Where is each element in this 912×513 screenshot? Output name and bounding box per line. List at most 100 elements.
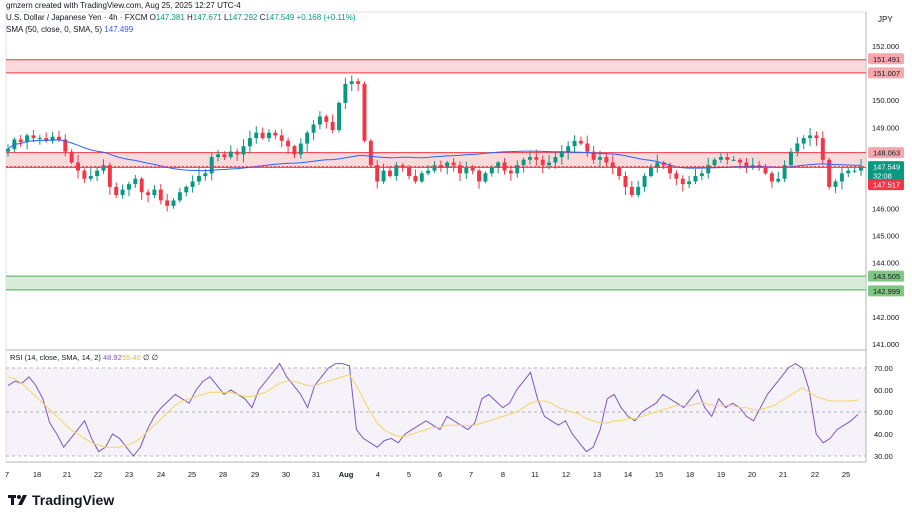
candle-45 xyxy=(292,146,297,155)
change-value: +0.168 (+0.11%) xyxy=(296,13,356,22)
candle-112 xyxy=(718,157,723,160)
price-tick-label: 145.000 xyxy=(872,232,899,241)
price-mark-label-6: 143.505 xyxy=(873,272,900,281)
candle-17 xyxy=(114,186,119,195)
candle-131 xyxy=(839,173,844,182)
rsi-extra: ∅ ∅ xyxy=(143,353,159,362)
candle-61 xyxy=(394,165,399,177)
resistance-zone-1 xyxy=(6,152,866,168)
time-tick-label: 18 xyxy=(33,470,41,479)
candle-70 xyxy=(451,162,456,166)
candle-24 xyxy=(158,189,163,201)
price-mark-countdown-4 xyxy=(868,170,904,182)
candle-82 xyxy=(528,157,532,160)
rsi-tick-label: 70.00 xyxy=(874,364,893,373)
candle-53 xyxy=(343,83,348,103)
candle-125 xyxy=(801,138,806,144)
candle-37 xyxy=(241,146,246,155)
candle-4 xyxy=(31,135,36,139)
candle-106 xyxy=(680,178,685,185)
candle-29 xyxy=(190,181,195,187)
high-value: 147.671 xyxy=(192,13,222,22)
low-value: 147.292 xyxy=(228,13,258,22)
candle-67 xyxy=(432,165,437,171)
rsi-tick-label: 40.00 xyxy=(874,430,893,439)
rsi-ma-value: 55.40 xyxy=(122,353,141,362)
time-tick-label: 25 xyxy=(842,470,850,479)
open-value: 147.381 xyxy=(155,13,185,22)
price-tick-label: 149.000 xyxy=(872,123,899,132)
sma-line xyxy=(7,139,861,172)
candle-86 xyxy=(553,157,558,163)
tradingview-logo: TradingView xyxy=(8,492,114,508)
time-tick-label: 13 xyxy=(593,470,601,479)
candle-28 xyxy=(184,186,189,193)
close-label: C xyxy=(259,13,266,22)
candle-130 xyxy=(833,181,838,187)
candle-114 xyxy=(731,159,736,161)
candle-49 xyxy=(317,116,322,125)
time-tick-label: 21 xyxy=(63,470,71,479)
candle-13 xyxy=(88,176,93,179)
brand-name: TradingView xyxy=(32,492,115,508)
price-mark-label-1: 151.007 xyxy=(873,69,900,78)
candle-9 xyxy=(63,139,68,152)
price-tick-label: 141.000 xyxy=(872,340,899,349)
candle-60 xyxy=(387,170,392,177)
candle-0 xyxy=(6,148,10,152)
candle-98 xyxy=(629,186,634,195)
time-tick-label: Aug xyxy=(339,470,354,479)
candle-16 xyxy=(107,165,112,187)
candle-115 xyxy=(738,159,743,163)
time-tick-label: 22 xyxy=(811,470,819,479)
price-tick-label: 146.000 xyxy=(872,205,899,214)
price-mark-resistance-2 xyxy=(868,147,904,159)
candle-21 xyxy=(139,178,144,193)
candle-10 xyxy=(69,151,74,163)
candle-48 xyxy=(311,124,316,133)
price-mark-support-6 xyxy=(868,270,904,282)
price-mark-resistance-1 xyxy=(868,67,904,79)
candle-83 xyxy=(534,157,539,160)
time-tick-label: 7 xyxy=(5,470,9,479)
low-label: L xyxy=(223,13,229,22)
rsi-tick-label: 50.00 xyxy=(874,408,893,417)
candle-76 xyxy=(489,167,494,174)
tradingview-logo-icon xyxy=(8,495,27,505)
candle-102 xyxy=(655,162,660,168)
candle-93 xyxy=(598,157,602,160)
time-tick-label: 21 xyxy=(779,470,787,479)
candle-126 xyxy=(808,135,813,139)
candle-129 xyxy=(827,159,832,187)
candle-71 xyxy=(457,165,462,174)
candle-74 xyxy=(477,170,482,182)
candle-7 xyxy=(50,136,55,141)
time-tick-label: 5 xyxy=(407,470,411,479)
candle-79 xyxy=(508,170,513,174)
candle-92 xyxy=(591,151,596,160)
candle-87 xyxy=(559,151,564,158)
close-value: 147.549 xyxy=(265,13,295,22)
candle-46 xyxy=(298,143,303,155)
sma-legend[interactable]: SMA (50, close, 0, SMA, 5) 147.499 xyxy=(6,25,133,34)
candle-73 xyxy=(470,167,475,171)
candle-84 xyxy=(540,159,545,166)
candle-14 xyxy=(95,170,100,177)
candle-36 xyxy=(235,151,240,155)
time-tick-label: 20 xyxy=(748,470,756,479)
price-tick-label: 144.000 xyxy=(872,259,899,268)
candle-30 xyxy=(196,176,201,182)
price-tick-label: 150.000 xyxy=(872,96,899,105)
candle-75 xyxy=(483,173,488,182)
candle-27 xyxy=(177,192,182,201)
rsi-line xyxy=(7,362,859,457)
candle-101 xyxy=(648,167,653,177)
support-zone-2 xyxy=(6,276,866,290)
candle-57 xyxy=(368,140,373,166)
candle-80 xyxy=(515,165,520,174)
candle-68 xyxy=(438,165,443,168)
candle-31 xyxy=(203,173,208,177)
price-mark-support-7 xyxy=(868,285,904,297)
candle-133 xyxy=(852,170,857,172)
